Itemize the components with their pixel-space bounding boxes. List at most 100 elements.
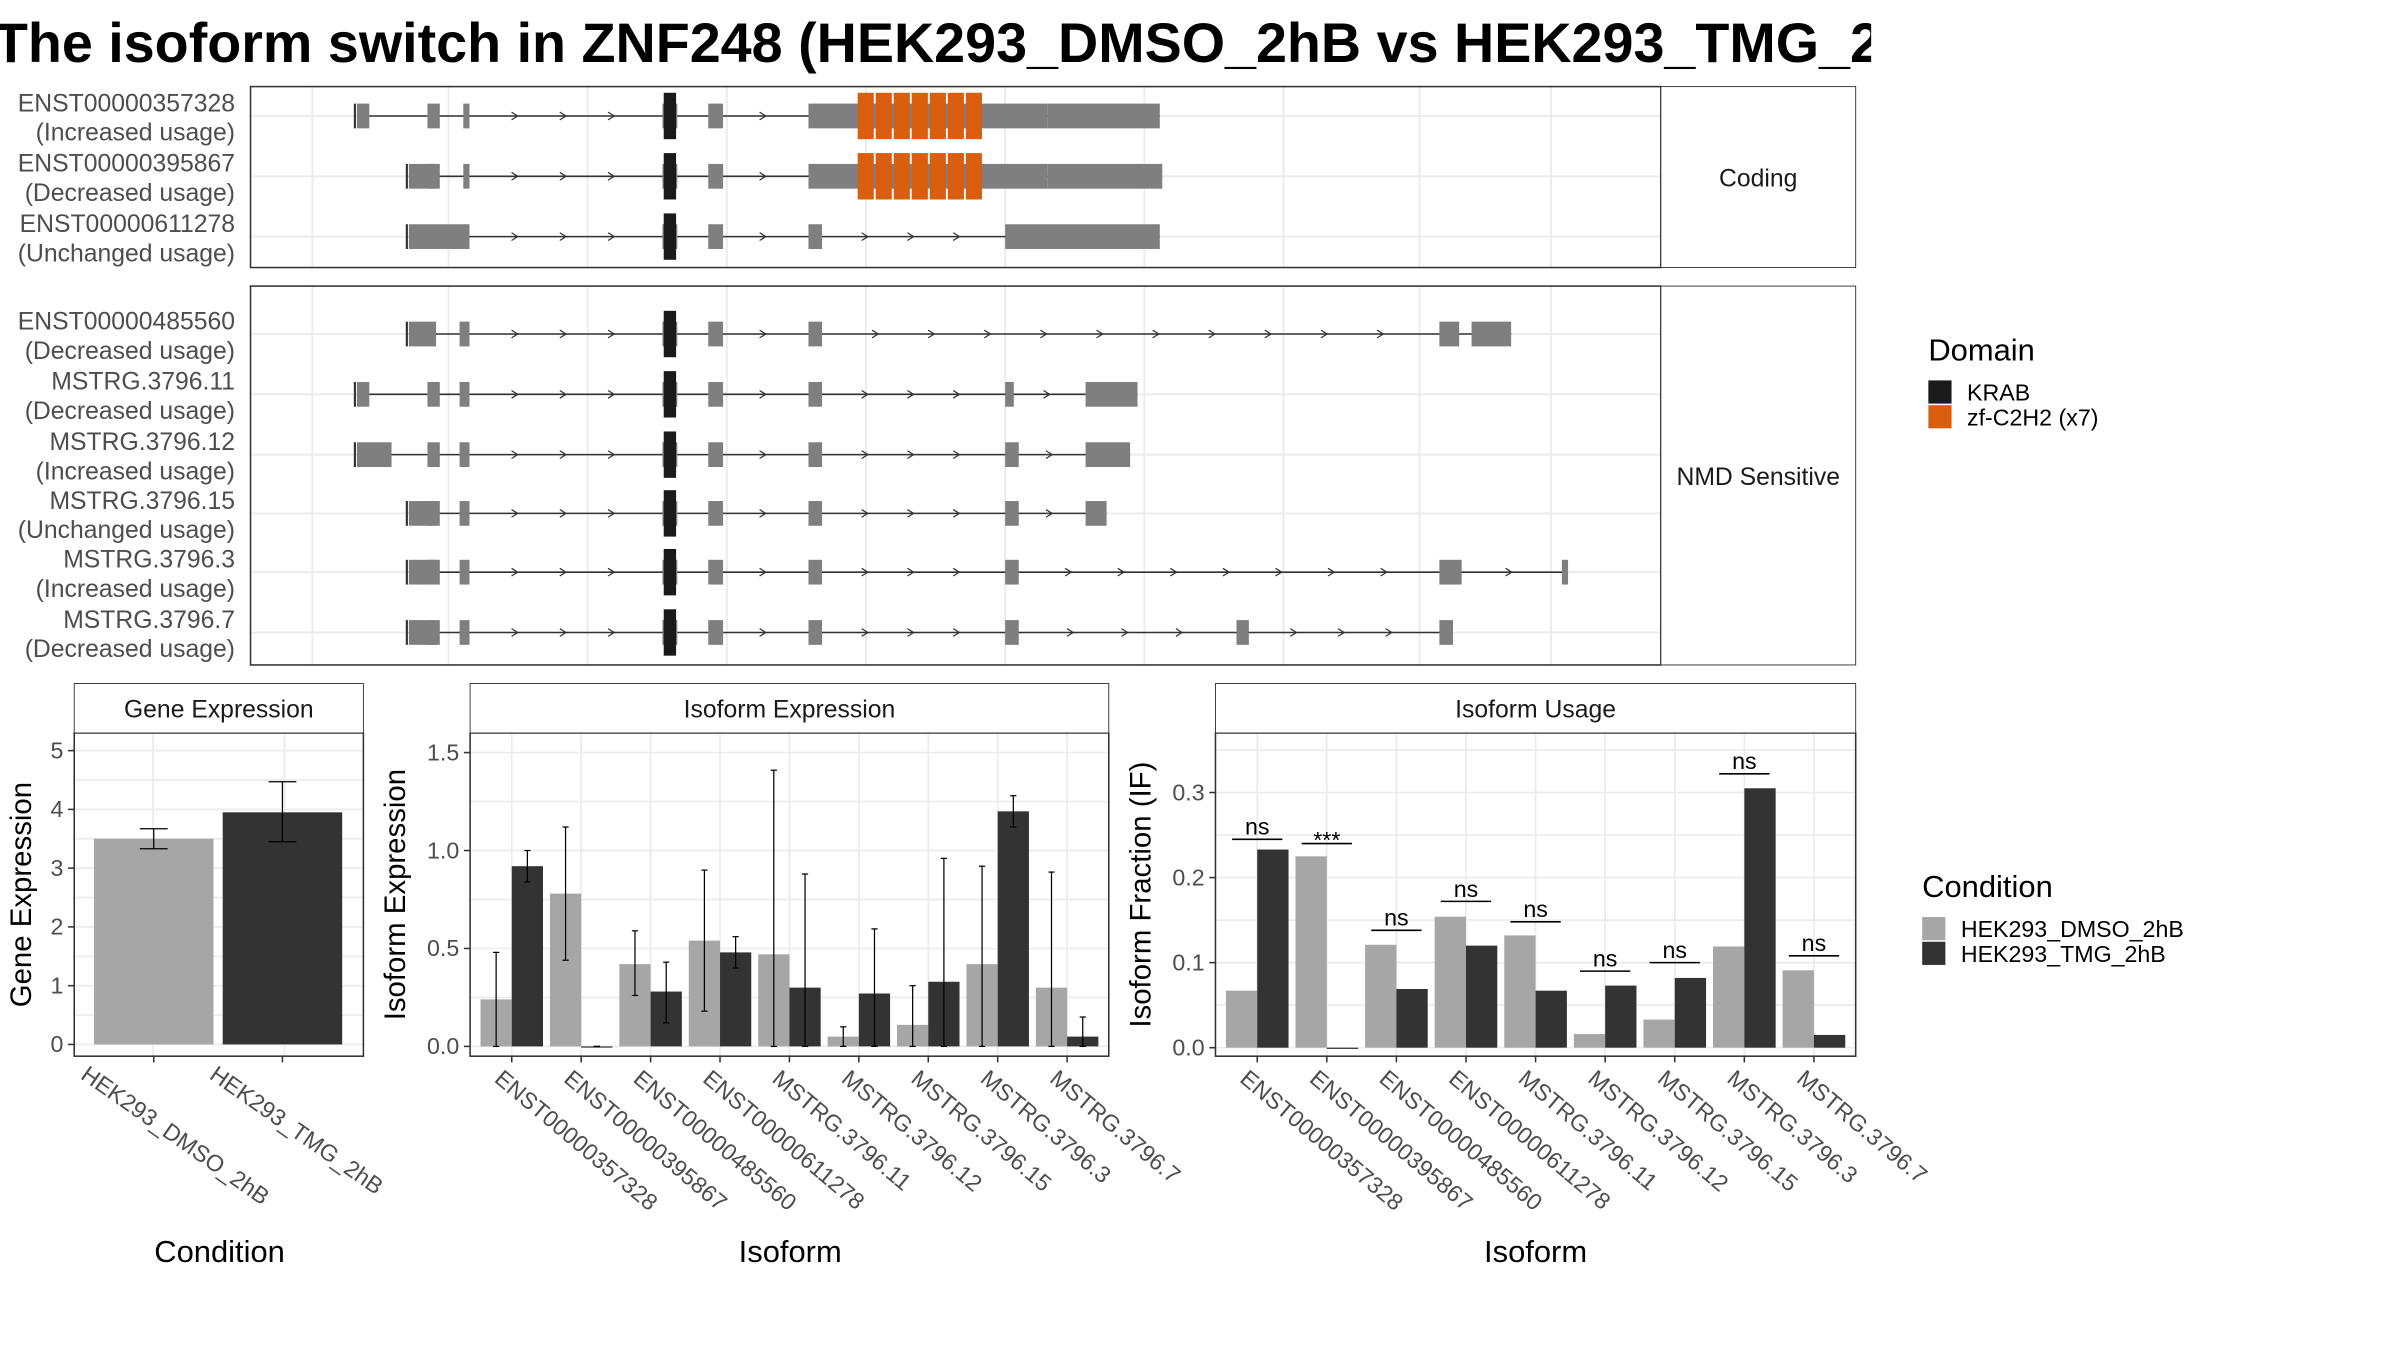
transcript-start-tick	[353, 381, 356, 407]
y-tick-label: 0.2	[1172, 864, 1204, 890]
significance-label: ns	[1523, 896, 1548, 922]
exon-block	[427, 559, 440, 585]
transcript-row: MSTRG.3796.3(Increased usage)	[36, 547, 1569, 603]
intron-arrow	[927, 329, 936, 339]
transcript-start-tick	[405, 224, 408, 249]
exon-block	[1047, 103, 1160, 129]
intron-arrow	[1043, 389, 1051, 399]
exon-block	[708, 381, 724, 407]
exon-block	[1005, 442, 1019, 468]
exon-block	[459, 321, 470, 347]
intron-arrow	[511, 450, 519, 460]
bar	[1605, 985, 1637, 1048]
y-axis-label: Isoform Fraction (IF)	[1125, 762, 1158, 1028]
bar	[1535, 990, 1567, 1048]
exon-block	[427, 501, 440, 526]
y-axis-label: Gene Expression	[5, 782, 38, 1007]
exon-block	[808, 501, 823, 526]
bar	[1782, 970, 1814, 1048]
bar	[222, 812, 343, 1045]
intron-arrow	[559, 171, 568, 181]
exon-block	[459, 559, 470, 585]
y-tick-label: 0.5	[427, 935, 459, 961]
facet-strip-label: Coding	[1719, 165, 1797, 192]
intron-arrow	[907, 509, 915, 518]
facet-strip	[73, 683, 364, 734]
exon-block	[459, 501, 470, 526]
transcript-usage-label: (Unchanged usage)	[18, 240, 235, 267]
y-tick-label: 1.0	[427, 837, 459, 863]
y-axis-label: Isoform Expression	[379, 769, 412, 1020]
facet-strip-title: Isoform Expression	[684, 697, 896, 724]
exon-block	[1005, 224, 1160, 249]
intron-arrow	[511, 628, 519, 637]
exon-block	[708, 559, 724, 585]
intron-arrow	[1327, 567, 1336, 577]
exon-block	[408, 224, 470, 249]
legend-domain-label: KRAB	[1967, 380, 2030, 406]
bar	[581, 1046, 613, 1048]
transcript-row: ENST00000395867(Decreased usage)	[18, 151, 1163, 207]
significance-label: ns	[1245, 814, 1270, 840]
transcript-usage-label: (Decreased usage)	[25, 398, 235, 425]
exon-block	[427, 103, 440, 129]
intron-arrow	[759, 171, 767, 181]
intron-arrow	[511, 171, 519, 181]
transcript-start-tick	[353, 442, 356, 468]
transcript-id-label: MSTRG.3796.12	[49, 429, 235, 456]
significance-label: ns	[1454, 876, 1479, 902]
bar	[1295, 856, 1327, 1048]
intron-arrow	[607, 329, 616, 339]
intron-arrow	[1064, 567, 1073, 577]
transcript-id-label: MSTRG.3796.7	[63, 607, 235, 634]
exon-block	[356, 442, 392, 468]
transcript-id-label: ENST00000357328	[18, 90, 235, 117]
bar	[1744, 788, 1776, 1048]
facet-strip	[1215, 683, 1857, 734]
facet-strip-label: NMD Sensitive	[1676, 464, 1840, 491]
intron-arrow	[1385, 628, 1393, 637]
bar-panel: ns *** ns ns ns ns ns ns ns Isoform Usage 0.0 0.1 0.…	[1125, 683, 1932, 1269]
bar	[1573, 1034, 1606, 1048]
krab-domain	[663, 213, 677, 260]
intron-arrow	[1337, 628, 1346, 637]
zf-c2h2-domain	[947, 153, 964, 200]
intron-arrow	[1505, 567, 1513, 577]
bar	[1225, 990, 1258, 1048]
intron-arrow	[907, 232, 915, 241]
exon-block	[1005, 559, 1019, 585]
facet-strip	[1660, 285, 1857, 666]
transcript-row: MSTRG.3796.7(Decreased usage)	[25, 607, 1453, 663]
transcript-id-label: MSTRG.3796.3	[63, 547, 235, 574]
exon-block	[808, 442, 823, 468]
figure-title: The isoform switch in ZNF248 (HEK293_DMS…	[0, 10, 1872, 75]
transcript-usage-label: (Increased usage)	[36, 576, 235, 603]
transcript-id-label: MSTRG.3796.11	[51, 369, 235, 396]
intron-arrow	[861, 628, 870, 637]
exon-block	[427, 163, 440, 189]
y-tick-label: 1.5	[427, 739, 459, 765]
transcript-usage-label: (Increased usage)	[36, 120, 235, 147]
exon-block	[1085, 442, 1131, 468]
legend-domain-swatch	[1928, 380, 1952, 404]
transcript-row: MSTRG.3796.11(Decreased usage)	[25, 369, 1138, 425]
intron-arrow	[559, 628, 568, 637]
intron-arrow	[861, 450, 870, 460]
krab-domain	[663, 310, 677, 358]
exon-block	[1439, 620, 1453, 645]
intron-arrow	[1208, 329, 1217, 339]
legend-condition-swatch	[1922, 917, 1946, 941]
x-axis-label: Isoform	[1484, 1234, 1587, 1269]
bar	[1434, 916, 1466, 1048]
legend-condition-label: HEK293_TMG_2hB	[1961, 941, 2166, 967]
zf-c2h2-domain	[893, 92, 910, 140]
intron-arrow	[759, 567, 767, 577]
intron-arrow	[1045, 509, 1054, 518]
intron-arrow	[871, 329, 880, 339]
x-axis-label: Condition	[154, 1234, 285, 1269]
transcript-usage-label: (Decreased usage)	[25, 338, 235, 365]
exon-block	[708, 103, 724, 129]
significance-label: ns	[1593, 945, 1618, 971]
significance-label: ns	[1802, 930, 1827, 956]
